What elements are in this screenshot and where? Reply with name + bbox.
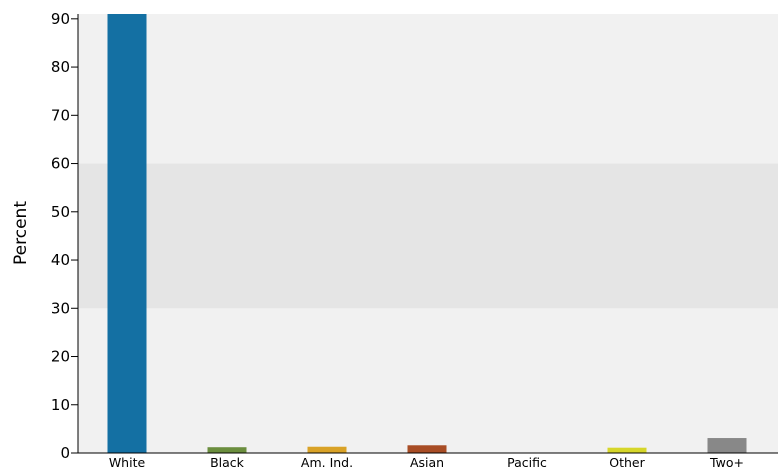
y-tick-label: 10 (51, 396, 70, 414)
y-tick-label: 20 (51, 348, 70, 366)
x-tick-label: Am. Ind. (301, 455, 353, 469)
highlight-band (78, 163, 778, 309)
y-tick-label: 80 (51, 58, 70, 76)
bar-am-ind (307, 446, 347, 453)
x-tick-label: White (109, 455, 146, 469)
bar-two (707, 438, 747, 453)
x-tick-label: Asian (410, 455, 444, 469)
y-tick-label: 30 (51, 299, 70, 317)
y-tick-label: 50 (51, 203, 70, 221)
x-tick-label: Pacific (507, 455, 547, 469)
bar-other (607, 447, 647, 453)
y-tick-label: 0 (60, 444, 70, 462)
y-tick-label: 60 (51, 155, 70, 173)
x-labels-layer: White Black Am. Ind. Asian Pacific Other Two+ (109, 455, 744, 470)
bar-white (107, 14, 147, 453)
x-tick-label: Black (210, 455, 245, 469)
bar-black (207, 447, 247, 453)
bars-layer (107, 14, 747, 453)
y-axis-title: Percent (11, 201, 31, 265)
bar-asian (407, 445, 447, 453)
y-tick-label: 70 (51, 106, 70, 124)
x-tick-label: Two+ (709, 455, 744, 469)
y-ticks-layer: 0 10 20 30 40 50 60 70 80 90 (51, 10, 78, 462)
x-tick-label: Other (609, 455, 645, 469)
y-tick-label: 90 (51, 10, 70, 28)
y-tick-label: 40 (51, 251, 70, 269)
